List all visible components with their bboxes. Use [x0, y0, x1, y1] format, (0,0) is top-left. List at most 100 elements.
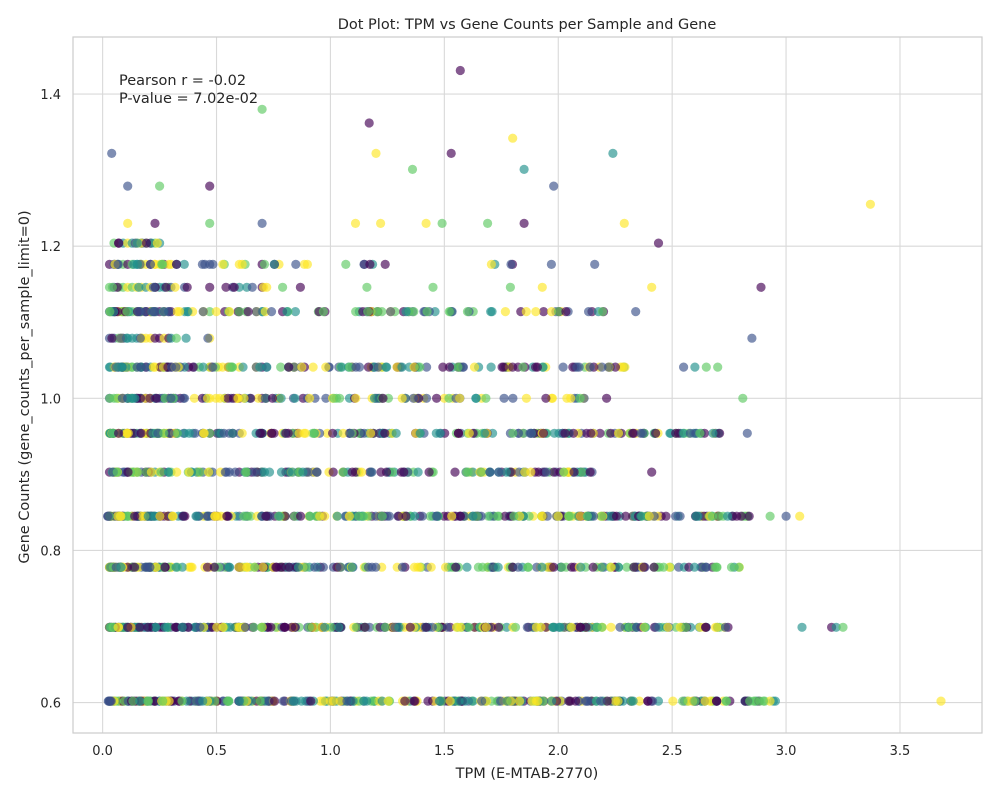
data-point	[256, 622, 266, 632]
data-point	[300, 428, 311, 438]
data-point	[691, 511, 701, 521]
data-point	[198, 696, 208, 706]
data-point	[135, 333, 145, 343]
data-point	[338, 467, 348, 477]
data-point	[585, 467, 595, 477]
data-point	[105, 393, 115, 403]
data-point	[328, 428, 338, 438]
data-point	[260, 393, 270, 403]
data-point	[150, 218, 160, 228]
data-point	[758, 696, 769, 706]
data-point	[831, 622, 841, 632]
data-point	[838, 622, 848, 632]
data-point	[350, 218, 361, 228]
data-point	[312, 467, 322, 477]
data-point	[145, 393, 155, 403]
data-point	[678, 428, 688, 438]
data-point	[335, 393, 345, 403]
data-point	[168, 511, 178, 521]
data-point	[597, 562, 607, 572]
data-point	[781, 511, 791, 521]
data-point	[103, 511, 113, 521]
y-tick-label: 0.6	[40, 697, 61, 712]
data-point	[135, 622, 145, 632]
data-point	[288, 696, 298, 706]
data-point	[335, 696, 345, 706]
data-point	[442, 622, 452, 632]
data-point	[500, 307, 510, 317]
data-point	[619, 218, 629, 228]
data-point	[334, 622, 344, 632]
data-point	[434, 696, 445, 706]
data-point	[608, 148, 618, 158]
data-point	[421, 218, 431, 228]
data-point	[224, 696, 234, 706]
data-point	[175, 307, 185, 317]
data-point	[397, 393, 407, 403]
data-point	[105, 307, 115, 317]
data-point	[315, 511, 325, 521]
data-point	[220, 467, 230, 477]
data-point	[170, 622, 180, 632]
y-tick-label: 1.0	[40, 392, 61, 407]
data-point	[549, 428, 560, 438]
data-point	[215, 393, 225, 403]
data-point	[581, 622, 591, 632]
data-point	[537, 511, 547, 521]
data-point	[308, 362, 318, 372]
data-point	[130, 511, 140, 521]
data-point	[237, 428, 247, 438]
data-point	[738, 393, 748, 403]
data-point	[229, 282, 239, 292]
data-point	[615, 622, 625, 632]
data-point	[539, 307, 549, 317]
data-point	[399, 467, 409, 477]
data-point	[625, 622, 635, 632]
data-point	[401, 307, 411, 317]
x-tick-label: 2.5	[662, 744, 683, 759]
data-point	[742, 428, 752, 438]
data-point	[681, 622, 691, 632]
data-point	[548, 622, 559, 632]
data-point	[249, 622, 259, 632]
data-point	[634, 696, 645, 706]
data-point	[499, 362, 509, 372]
data-point	[113, 622, 123, 632]
data-point	[397, 562, 407, 572]
data-point	[367, 467, 377, 477]
data-point	[320, 622, 330, 632]
data-point	[423, 696, 433, 706]
data-point	[394, 622, 404, 632]
data-point	[493, 511, 503, 521]
data-point	[437, 218, 447, 228]
data-point	[141, 238, 152, 248]
data-point	[713, 362, 723, 372]
data-point	[541, 467, 552, 477]
data-point	[140, 307, 150, 317]
y-tick-labels: 0.6 0.8 1.0 1.2 1.4	[40, 88, 61, 712]
data-point	[161, 282, 171, 292]
y-tick-label: 1.2	[40, 240, 61, 255]
data-point	[191, 511, 201, 521]
data-point	[471, 393, 481, 403]
data-point	[123, 181, 133, 191]
data-point	[351, 307, 361, 317]
data-point	[520, 467, 530, 477]
data-point	[301, 562, 311, 572]
data-point	[270, 696, 280, 706]
data-point	[294, 428, 304, 438]
data-point	[557, 562, 567, 572]
data-point	[640, 622, 650, 632]
data-point	[462, 562, 472, 572]
data-point	[255, 696, 265, 706]
data-point	[123, 622, 133, 632]
data-point	[397, 362, 407, 372]
data-point	[202, 562, 213, 572]
data-point	[515, 696, 525, 706]
data-point	[309, 562, 320, 572]
data-point	[282, 307, 292, 317]
data-point	[261, 511, 271, 521]
data-point	[477, 696, 487, 706]
data-point	[606, 428, 616, 438]
data-point	[306, 696, 316, 706]
